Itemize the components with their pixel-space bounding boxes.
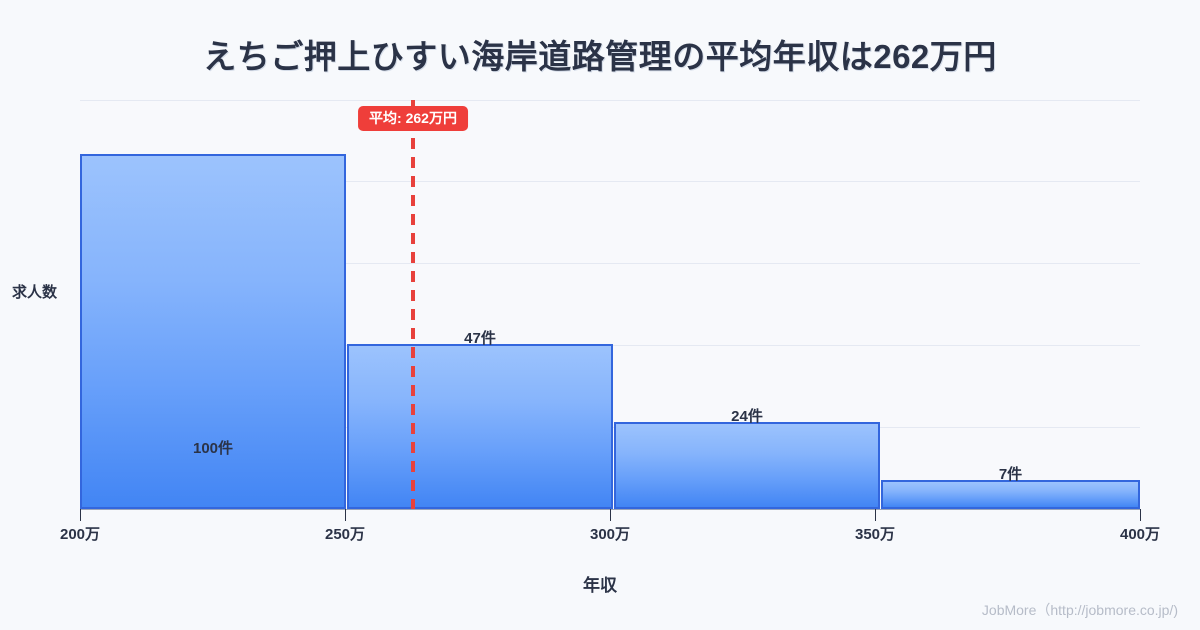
bar-200-250[interactable] [80, 154, 346, 509]
bars-layer: 100件 47件 24件 7件 [80, 100, 1140, 509]
x-tick-label-250: 250万 [324, 526, 366, 543]
bar-label-250-300: 47件 [464, 330, 496, 347]
bar-300-350[interactable] [614, 422, 880, 509]
bar-label-350-400: 7件 [998, 466, 1023, 483]
x-tick-350 [875, 509, 876, 521]
x-tick-400 [1140, 509, 1141, 521]
average-line [411, 100, 415, 509]
chart-title: えちご押上ひすい海岸道路管理の平均年収は262万円 [203, 38, 997, 75]
x-tick-300 [610, 509, 611, 521]
average-badge: 平均: 262万円 [358, 106, 468, 132]
x-tick-label-200: 200万 [59, 526, 101, 543]
bar-label-300-350: 24件 [731, 408, 763, 425]
y-axis-title: 求人数 [12, 284, 58, 301]
x-tick-label-300: 300万 [589, 526, 631, 543]
bar-250-300[interactable] [347, 344, 613, 509]
plot-area: 100件 47件 24件 7件 [80, 100, 1140, 509]
bar-label-200-250: 100件 [192, 440, 234, 457]
x-tick-label-350: 350万 [854, 526, 896, 543]
x-tick-label-400: 400万 [1119, 526, 1161, 543]
x-axis-title: 年収 [583, 576, 617, 595]
x-tick-250 [345, 509, 346, 521]
watermark: JobMore（http://jobmore.co.jp/) [981, 602, 1178, 618]
bar-350-400[interactable] [881, 480, 1140, 509]
x-tick-200 [80, 509, 81, 521]
